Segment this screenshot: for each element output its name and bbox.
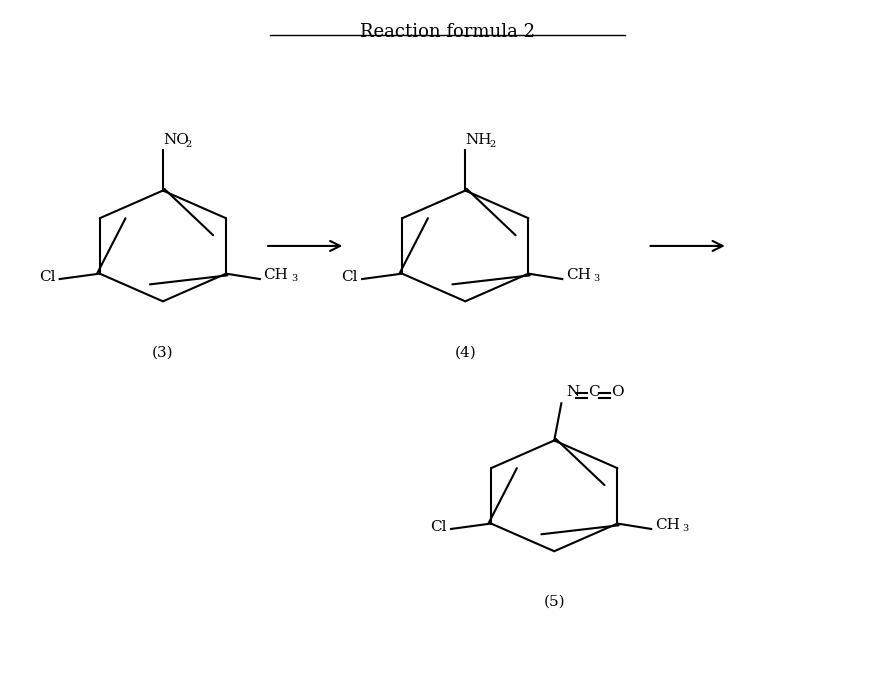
Text: CH: CH xyxy=(565,268,590,282)
Text: Cl: Cl xyxy=(38,270,55,284)
Text: 2: 2 xyxy=(489,140,495,148)
Text: 3: 3 xyxy=(681,524,687,533)
Text: 2: 2 xyxy=(185,140,191,148)
Text: (4): (4) xyxy=(454,345,476,360)
Text: CH: CH xyxy=(654,518,679,532)
Text: NO: NO xyxy=(163,133,189,146)
Text: CH: CH xyxy=(263,268,288,282)
Text: C: C xyxy=(587,385,599,398)
Text: 3: 3 xyxy=(593,274,599,283)
Text: Cl: Cl xyxy=(341,270,358,284)
Text: NH: NH xyxy=(465,133,491,146)
Text: N: N xyxy=(565,385,578,398)
Text: Cl: Cl xyxy=(430,520,446,534)
Text: (5): (5) xyxy=(543,595,564,609)
Text: Reaction formula 2: Reaction formula 2 xyxy=(359,23,535,41)
Text: (3): (3) xyxy=(152,345,173,360)
Text: O: O xyxy=(611,385,623,398)
Text: 3: 3 xyxy=(291,274,297,283)
